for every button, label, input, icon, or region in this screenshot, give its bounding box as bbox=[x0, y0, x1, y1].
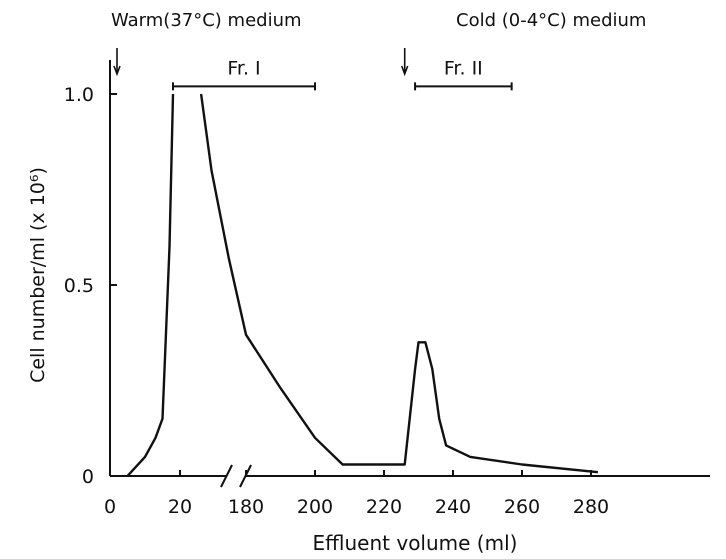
x-tick-label: 200 bbox=[297, 496, 333, 518]
x-tick-label: 260 bbox=[504, 496, 540, 518]
axis-break-mark-left bbox=[220, 464, 233, 488]
y-tick-label: 1.0 bbox=[64, 84, 94, 106]
series-line-before-break bbox=[126, 93, 175, 477]
y-tick-label: 0 bbox=[82, 466, 94, 488]
series-lines bbox=[126, 93, 599, 477]
annotation-label: Warm(37°C) medium bbox=[111, 10, 302, 31]
y-tick-label: 0.5 bbox=[64, 275, 94, 297]
annotation-arrowhead bbox=[113, 65, 121, 77]
annotation-arrowhead bbox=[400, 65, 409, 77]
fraction-label: Fr. I bbox=[227, 57, 260, 79]
fraction-brackets: Fr. I Fr. II bbox=[172, 57, 513, 91]
x-axis-label: Effluent volume (ml) bbox=[313, 531, 518, 555]
tick-marks bbox=[109, 93, 592, 477]
tick-labels: 0 0.5 1.0 0 20 180 200 220 240 260 280 bbox=[64, 84, 609, 518]
x-tick-label: 0 bbox=[104, 496, 116, 518]
x-tick-label: 180 bbox=[228, 496, 264, 518]
x-tick-label: 220 bbox=[366, 496, 402, 518]
annotation-label: Cold (0-4°C) medium bbox=[456, 10, 646, 31]
x-tick-label: 20 bbox=[168, 496, 192, 518]
fraction-label: Fr. II bbox=[444, 57, 483, 79]
x-tick-label: 240 bbox=[435, 496, 471, 518]
x-tick-label: 280 bbox=[573, 496, 609, 518]
y-axis-label: Cell number/ml (x 10⁶) bbox=[27, 167, 49, 383]
series-line-after-break bbox=[199, 93, 599, 474]
annotations: Warm(37°C) medium Cold (0-4°C) medium bbox=[111, 10, 646, 77]
